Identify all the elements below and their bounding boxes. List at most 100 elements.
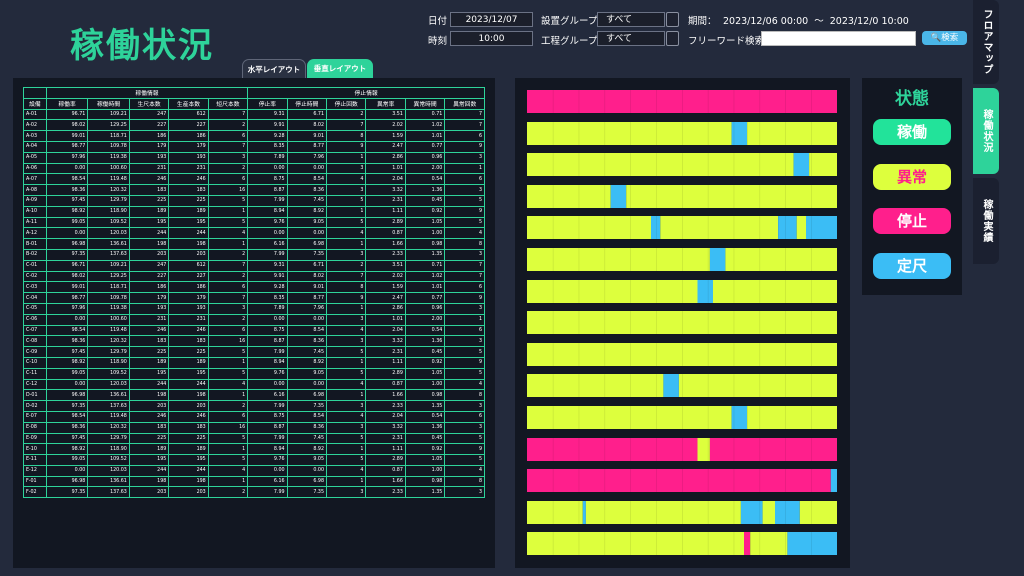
timeline-bar[interactable]	[527, 500, 837, 524]
table-row[interactable]: C-12 0.00 120.03 244 244 4 0.00 0.00 4 0.87 1.00 4	[23, 378, 485, 391]
search-button[interactable]: 🔍検索	[922, 31, 967, 45]
value-cell: 183	[168, 335, 209, 348]
value-cell: 189	[168, 443, 209, 456]
value-cell: 195	[128, 216, 170, 229]
table-row[interactable]: C-01 96.71 109.21 247 612 7 9.31 6.71 2 3.51 0.71 7	[23, 259, 485, 272]
table-row[interactable]: C-05 97.96 119.38 193 193 3 7.89 7.96 1 2.86 0.96 3	[23, 302, 485, 315]
table-row[interactable]: A-10 98.92 118.90 189 189 1 8.94 8.92 1 1.11 0.92 9	[23, 205, 485, 218]
value-cell: 120.32	[87, 184, 130, 196]
timeline-bar[interactable]	[527, 153, 837, 177]
equip-group-select[interactable]: すべて	[597, 12, 665, 27]
timeline-bar[interactable]	[527, 406, 837, 429]
equip-group-dropdown-button[interactable]	[666, 12, 679, 27]
process-group-select[interactable]: すべて	[597, 31, 665, 46]
table-row[interactable]: E-09 97.45 129.79 225 225 5 7.99 7.45 5 2.31 0.45 5	[23, 432, 485, 445]
table-row[interactable]: A-09 97.45 129.79 225 225 5 7.99 7.45 5 2.31 0.45 5	[23, 194, 485, 207]
table-row[interactable]: A-08 98.36 120.32 183 183 16 8.87 8.36 3 3.32 1.36…	[23, 184, 485, 196]
column-header: 異常率	[365, 97, 406, 110]
table-row[interactable]: A-06 0.00 100.60 231 231 2 0.00 0.00 3 1.01 2.00 1	[23, 162, 485, 175]
freeword-input[interactable]	[761, 31, 916, 46]
timeline-tick	[604, 311, 606, 335]
table-row[interactable]: A-01 96.71 109.21 247 612 7 9.31 6.71 2 3.51 0.71 7	[23, 108, 485, 121]
table-row[interactable]: E-07 98.54 119.48 246 246 6 8.75 8.54 4 2.04 0.54 6	[23, 410, 485, 423]
table-row[interactable]: A-12 0.00 120.03 244 244 4 0.00 0.00 4 0.87 1.00 4	[23, 227, 485, 240]
tab-operating-results[interactable]: 稼働実績	[973, 178, 999, 264]
equipment-id-cell: C-07	[23, 324, 47, 337]
tab-horizontal-layout[interactable]: 水平レイアウト	[242, 59, 306, 78]
time-label: 時刻	[428, 36, 448, 47]
date-label: 日付	[428, 16, 448, 27]
value-cell: 225	[168, 346, 209, 358]
value-cell: 179	[168, 140, 209, 153]
value-cell: 2	[207, 400, 249, 412]
value-cell: 3	[444, 151, 485, 164]
timeline-tick	[656, 469, 657, 493]
timeline-bar[interactable]	[527, 279, 837, 303]
table-row[interactable]: B-01 96.98 136.61 198 198 1 6.16 6.98 1 1.66 0.98 8	[23, 238, 485, 250]
tab-vertical-layout[interactable]: 垂直レイアウト	[307, 59, 373, 78]
timeline-bar[interactable]	[527, 437, 837, 461]
value-cell: 1.01	[365, 313, 406, 326]
equipment-id-cell: D-01	[23, 389, 47, 402]
timeline-tick	[811, 90, 812, 113]
value-cell: 0.45	[404, 432, 446, 445]
table-row[interactable]: F-01 96.98 136.61 198 198 1 6.16 6.98 1 1.66 0.98 8	[23, 475, 485, 488]
tab-floor-map[interactable]: フロアマップ	[973, 0, 999, 84]
value-cell: 9.05	[286, 454, 328, 466]
value-cell: 2.47	[365, 140, 406, 153]
table-row[interactable]: E-10 98.92 118.90 189 189 1 8.94 8.92 1 1.11 0.92 9	[23, 443, 485, 456]
table-row[interactable]: C-07 98.54 119.48 246 246 6 8.75 8.54 4 2.04 0.54 6	[23, 324, 485, 337]
timeline-bar[interactable]	[527, 342, 837, 366]
table-row[interactable]: C-10 98.92 118.90 189 189 1 8.94 8.92 1 1.11 0.92 9	[23, 356, 485, 369]
table-row[interactable]: A-02 98.02 129.25 227 227 2 9.91 8.02 7 2.02 1.02 7	[23, 119, 485, 132]
value-cell: 8.36	[286, 184, 328, 196]
timeline-bar[interactable]	[527, 374, 837, 398]
table-row[interactable]: D-01 96.98 136.61 198 198 1 6.16 6.98 1 1.66 0.98 8	[23, 389, 485, 402]
timeline-tick	[578, 279, 580, 303]
value-cell: 246	[168, 324, 209, 337]
timeline-tick	[656, 374, 657, 398]
timeline-bar[interactable]	[527, 248, 837, 271]
table-row[interactable]: E-08 98.36 120.32 183 183 16 8.87 8.36 3 3.32 1.36…	[23, 421, 485, 434]
table-row[interactable]: C-09 97.45 129.79 225 225 5 7.99 7.45 5 2.31 0.45 5	[23, 346, 485, 358]
table-row[interactable]: C-03 99.01 118.71 186 186 6 9.28 9.01 8 1.59 1.01 6	[23, 281, 485, 294]
table-row[interactable]: A-11 99.05 109.52 195 195 5 9.76 9.05 5 2.89 1.05 5	[23, 216, 485, 229]
table-row[interactable]: E-12 0.00 120.03 244 244 4 0.00 0.00 4 0.87 1.00 4	[23, 464, 485, 477]
timeline-bar[interactable]	[527, 532, 837, 556]
value-cell: 2.31	[365, 346, 406, 358]
table-row[interactable]: C-06 0.00 100.60 231 231 2 0.00 0.00 3 1.01 2.00 1	[23, 313, 485, 326]
value-cell: 120.03	[87, 227, 130, 240]
timeline-bar[interactable]	[527, 469, 837, 493]
value-cell: 137.63	[87, 486, 130, 499]
timeline-segment-abnormal	[527, 406, 732, 429]
value-cell: 1	[326, 443, 367, 456]
table-row[interactable]: C-02 98.02 129.25 227 227 2 9.91 8.02 7 2.02 1.02 7	[23, 270, 485, 283]
table-row[interactable]: C-04 98.77 109.78 179 179 7 8.35 8.77 9 2.47 0.77 9	[23, 292, 485, 304]
table-row[interactable]: A-03 99.01 118.71 186 186 6 9.28 9.01 8 1.59 1.01 6	[23, 130, 485, 142]
equipment-id-cell: C-08	[23, 335, 47, 348]
value-cell: 5	[444, 367, 485, 380]
timeline-bar[interactable]	[527, 90, 837, 113]
timeline-tick	[630, 532, 631, 556]
table-row[interactable]: A-04 98.77 109.78 179 179 7 8.35 8.77 9 2.47 0.77 9	[23, 140, 485, 153]
table-row[interactable]: A-07 98.54 119.48 246 246 6 8.75 8.54 4 2.04 0.54 6	[23, 173, 485, 186]
group-header-running: 稼働情報	[45, 87, 249, 99]
date-field[interactable]: 2023/12/07	[450, 12, 533, 27]
table-row[interactable]: B-02 97.35 137.63 203 203 2 7.99 7.35 3 2.33 1.35 3	[23, 248, 485, 261]
table-row[interactable]: C-08 98.36 120.32 183 183 16 8.87 8.36 3 3.32 1.36…	[23, 335, 485, 348]
timeline-bar[interactable]	[527, 184, 837, 208]
table-row[interactable]: A-05 97.96 119.38 193 193 3 7.89 7.96 1 2.86 0.96 3	[23, 151, 485, 164]
table-row[interactable]: E-11 99.05 109.52 195 195 5 9.76 9.05 5 2.89 1.05 5	[23, 454, 485, 466]
time-field[interactable]: 10:00	[450, 31, 533, 46]
timeline-bar[interactable]	[527, 121, 837, 145]
timeline-tick	[811, 121, 812, 145]
tab-operating-status[interactable]: 稼働状況	[973, 88, 999, 174]
timeline-bar[interactable]	[527, 311, 837, 335]
value-cell: 2.33	[365, 248, 406, 261]
process-group-dropdown-button[interactable]	[666, 31, 679, 46]
table-row[interactable]: F-02 97.35 137.63 203 203 2 7.99 7.35 3 2.33 1.35 3	[23, 486, 485, 499]
value-cell: 7	[207, 140, 249, 153]
timeline-bar[interactable]	[527, 216, 837, 240]
table-row[interactable]: C-11 99.05 109.52 195 195 5 9.76 9.05 5 2.89 1.05 5	[23, 367, 485, 380]
table-row[interactable]: D-02 97.35 137.63 203 203 2 7.99 7.35 3 2.33 1.35 3	[23, 400, 485, 412]
